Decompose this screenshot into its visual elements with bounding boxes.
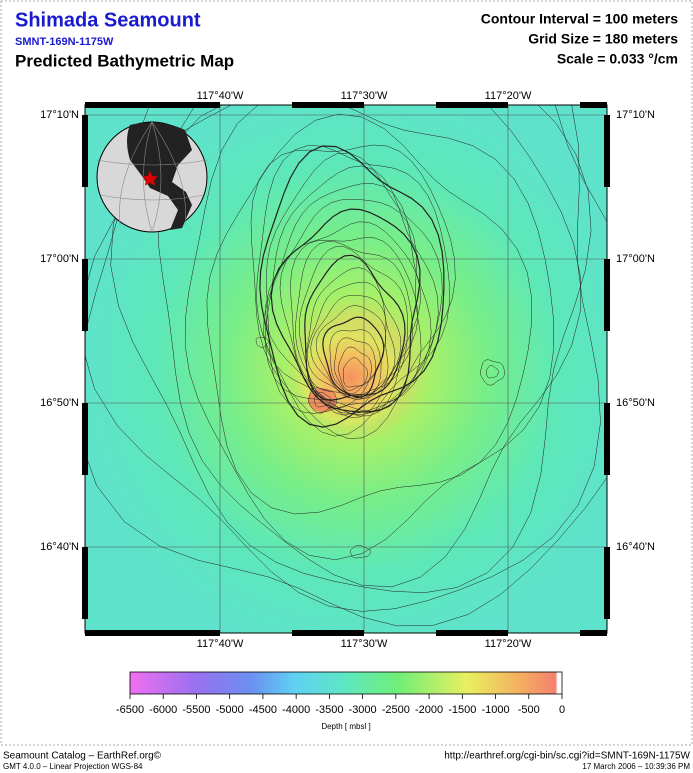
contour-interval: Contour Interval = 100 meters [481,11,678,27]
colorbar-tick-label: -1000 [481,704,509,716]
longitude-label: 117°40'W [197,638,244,650]
frame-segment [436,630,508,636]
colorbar-tick-label: -500 [518,704,540,716]
latitude-label: 17°00'N [40,253,79,265]
latitude-label: 17°00'N [616,253,655,265]
contour-line [85,105,607,627]
colorbar-tick-label: -3000 [349,704,377,716]
frame-segment [82,115,88,187]
frame-segment [604,403,610,475]
frame-segment [148,630,220,636]
contour-line [206,113,532,515]
frame-segment [82,259,88,331]
graticule [85,105,607,633]
contour-line [314,392,331,408]
latitude-label: 16°50'N [616,397,655,409]
latitude-label: 17°10'N [616,109,655,121]
contour-line [255,337,269,348]
contour-line [110,105,592,593]
longitude-label: 117°40'W [197,90,244,102]
contour-line [290,237,419,418]
contour-line [486,365,499,379]
contour-line [322,316,385,398]
page-border [0,0,693,746]
longitude-label: 117°20'W [485,638,532,650]
colorbar-tick-label: -4000 [282,704,310,716]
frame-segment [85,630,148,636]
contour-line [350,545,371,559]
colorbar-ticks: -6500 -6000 -5500 -5000 -4500 -4000 -3500 -3000… [116,694,565,716]
footer-catalog: Seamount Catalog – EarthRef.org© [3,751,162,762]
colorbar-tick-label: -5000 [216,704,244,716]
latitude-label: 16°40'N [40,541,79,553]
frame-segment [85,102,148,108]
subtitle: Predicted Bathymetric Map [15,51,234,70]
contour-line [298,246,408,409]
contour-line [250,144,456,439]
coordinate-labels: 117°40'W 117°40'W 117°30'W 117°30'W 117°20'W… [40,90,655,650]
frame-segment [436,102,508,108]
frame-segment [580,102,607,108]
frame-segment [604,115,610,187]
map-area [85,105,607,633]
contour-line [329,329,381,397]
contour-line [256,144,450,437]
contour-line [184,105,555,561]
colorbar-tick-label: -3500 [315,704,343,716]
latitude-label: 16°50'N [40,397,79,409]
frame-segment [82,547,88,619]
frame-segment [148,102,220,108]
contour-line [338,346,372,391]
contour-line [85,105,601,612]
colorbar-tick-label: -6000 [149,704,177,716]
colorbar-tick-label: 0 [559,704,565,716]
footer-url[interactable]: http://earthref.org/cgi-bin/sc.cgi?id=SM… [444,751,690,762]
frame-segment [82,403,88,475]
frame-segment [292,102,364,108]
contour-line [295,241,413,416]
colorbar [129,671,563,695]
contour-line [480,359,505,386]
colorbar-tick-label: -2500 [382,704,410,716]
contour-line [270,208,421,413]
contour-line [265,198,422,414]
longitude-label: 117°20'W [485,90,532,102]
colorbar-tick-label: -5500 [182,704,210,716]
scale: Scale = 0.033 °/cm [557,51,678,67]
contour-line [305,267,402,399]
contour-line [308,387,337,414]
latitude-label: 16°40'N [616,541,655,553]
contour-line [259,145,445,428]
frame-segment [604,259,610,331]
colorbar-tick-label: -2000 [415,704,443,716]
footer-date: 17 March 2006 – 10:39:36 PM [582,762,690,771]
contour-line [304,254,406,401]
map-frame [82,102,610,636]
longitude-label: 117°30'W [341,638,388,650]
frame-segment [292,630,364,636]
title: Shimada Seamount [15,9,201,31]
longitude-label: 117°30'W [341,90,388,102]
colorbar-tick-label: -6500 [116,704,144,716]
colorbar-label: Depth [ mbsl ] [321,722,370,731]
grid-size: Grid Size = 180 meters [528,31,678,47]
latitude-label: 17°10'N [40,109,79,121]
colorbar-tick-label: -4500 [249,704,277,716]
colorbar-tick-label: -1500 [448,704,476,716]
frame-segment [580,630,607,636]
globe-inset [96,121,208,233]
contour-line [307,281,396,400]
contour-line [266,152,443,414]
frame-segment [604,547,610,619]
seamount-id: SMNT-169N-1175W [15,36,114,48]
footer-software: GMT 4.0.0 – Linear Projection WGS-84 [3,762,143,771]
contour-line [157,105,581,588]
